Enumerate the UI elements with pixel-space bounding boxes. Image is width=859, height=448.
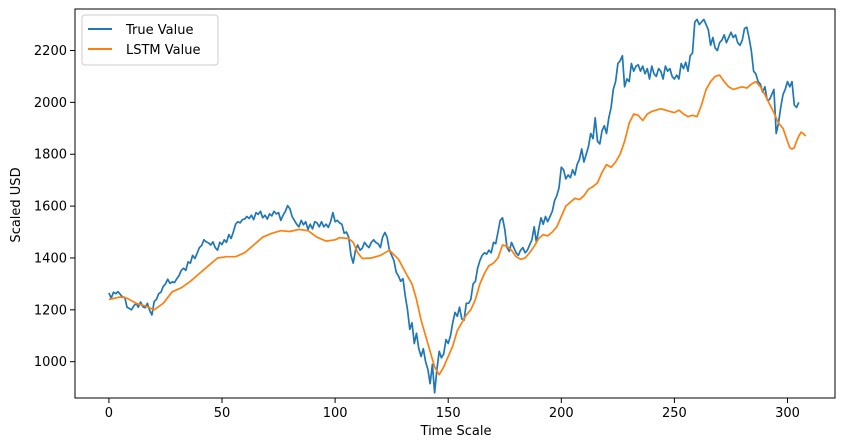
y-axis: 1000 1200 1400 1600 1800 2000 2200: [34, 44, 75, 370]
y-tick-label: 2200: [34, 44, 67, 59]
y-tick-label: 1200: [34, 303, 67, 318]
y-axis-label: Scaled USD: [9, 167, 24, 242]
y-tick-label: 1000: [34, 355, 67, 370]
series-line-lstm-value: [108, 74, 807, 376]
x-tick-label: 200: [549, 406, 574, 421]
x-axis-label: Time Scale: [420, 424, 492, 439]
y-tick-label: 2000: [34, 96, 67, 111]
x-tick-label: 0: [105, 406, 113, 421]
legend-label-lstm-value: LSTM Value: [126, 43, 200, 58]
plot-frame: [74, 8, 836, 399]
x-tick-label: 50: [214, 406, 231, 421]
y-tick-label: 1600: [34, 200, 67, 215]
legend: True Value LSTM Value: [81, 14, 219, 66]
y-tick-label: 1400: [34, 251, 67, 266]
series-line-true-value: [108, 18, 800, 394]
x-tick-label: 150: [436, 406, 461, 421]
x-axis: 0 50 100 150 200 250 300: [105, 398, 800, 421]
y-tick-label: 1800: [34, 148, 67, 163]
legend-label-true-value: True Value: [125, 23, 193, 38]
series-lines: [108, 18, 807, 394]
x-tick-label: 300: [775, 406, 800, 421]
x-tick-label: 250: [662, 406, 687, 421]
plot-area: [75, 9, 835, 398]
x-tick-label: 100: [323, 406, 348, 421]
legend-box: [81, 14, 219, 66]
